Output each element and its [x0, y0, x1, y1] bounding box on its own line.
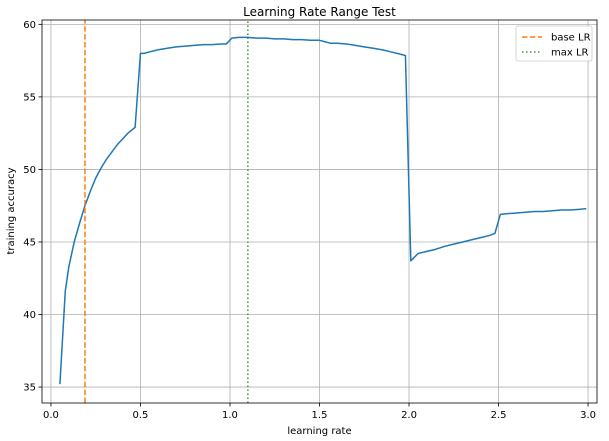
ticks: 0.0 0.5 1.0 1.5 2.0 2.5 3.0 35 40 45 50 55 60: [23, 20, 596, 421]
legend-label-max-lr: max LR: [551, 48, 589, 59]
y-axis-title: training accuracy: [6, 167, 17, 254]
x-tick-label: 2.0: [401, 410, 417, 421]
x-tick-label: 2.5: [491, 410, 507, 421]
legend-label-base-lr: base LR: [551, 33, 591, 44]
x-tick-label: 1.5: [312, 410, 328, 421]
x-tick-label: 3.0: [580, 410, 596, 421]
legend: base LR max LR: [515, 25, 593, 62]
grid: [42, 20, 597, 403]
x-tick-label: 0.0: [43, 410, 59, 421]
accuracy-line: [59, 36, 587, 385]
y-tick-label: 40: [23, 310, 36, 321]
x-tick-label: 0.5: [133, 410, 149, 421]
y-tick-label: 60: [23, 20, 36, 31]
series-layer: [59, 20, 587, 403]
y-tick-label: 50: [23, 165, 36, 176]
y-tick-label: 45: [23, 237, 36, 248]
x-axis-title: learning rate: [287, 426, 351, 437]
x-tick-label: 1.0: [222, 410, 238, 421]
chart-title: Learning Rate Range Test: [243, 5, 396, 19]
y-tick-label: 35: [23, 383, 36, 394]
y-tick-label: 55: [23, 92, 36, 103]
